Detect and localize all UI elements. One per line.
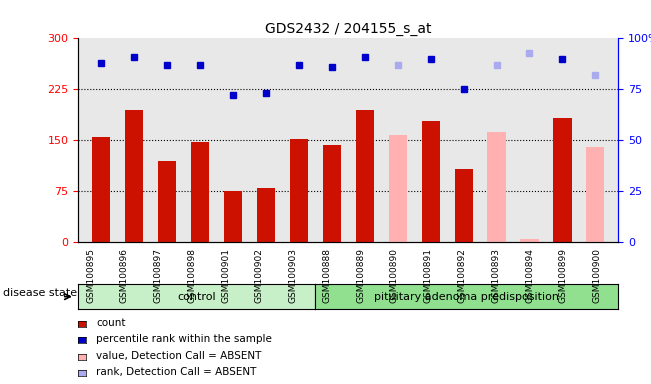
Bar xyxy=(125,110,143,242)
Bar xyxy=(290,139,308,242)
Bar xyxy=(587,147,604,242)
Text: GSM100891: GSM100891 xyxy=(424,248,433,303)
Text: percentile rank within the sample: percentile rank within the sample xyxy=(96,334,272,344)
Text: GSM100899: GSM100899 xyxy=(559,248,568,303)
Bar xyxy=(520,238,538,242)
Text: GSM100888: GSM100888 xyxy=(322,248,331,303)
Bar xyxy=(454,169,473,242)
Text: GSM100900: GSM100900 xyxy=(592,248,602,303)
Bar xyxy=(389,136,407,242)
Text: disease state: disease state xyxy=(3,288,77,298)
Text: GSM100892: GSM100892 xyxy=(458,248,467,303)
Text: GSM100893: GSM100893 xyxy=(492,248,500,303)
Text: GSM100894: GSM100894 xyxy=(525,248,534,303)
Text: GSM100902: GSM100902 xyxy=(255,248,264,303)
Text: GSM100895: GSM100895 xyxy=(86,248,95,303)
Text: count: count xyxy=(96,318,126,328)
Text: GSM100890: GSM100890 xyxy=(390,248,399,303)
Bar xyxy=(422,121,439,242)
Bar xyxy=(323,145,341,242)
Bar xyxy=(191,142,209,242)
Text: rank, Detection Call = ABSENT: rank, Detection Call = ABSENT xyxy=(96,367,256,377)
Bar xyxy=(224,191,242,242)
Text: GSM100896: GSM100896 xyxy=(120,248,129,303)
Bar xyxy=(355,110,374,242)
Bar xyxy=(488,132,506,242)
Text: GSM100898: GSM100898 xyxy=(187,248,197,303)
Bar xyxy=(257,188,275,242)
Bar xyxy=(553,118,572,242)
Text: GSM100889: GSM100889 xyxy=(356,248,365,303)
Text: GSM100903: GSM100903 xyxy=(288,248,298,303)
Text: pituitary adenoma predisposition: pituitary adenoma predisposition xyxy=(374,291,559,302)
Bar xyxy=(92,137,110,242)
Bar xyxy=(158,161,176,242)
Text: GSM100897: GSM100897 xyxy=(154,248,163,303)
Text: control: control xyxy=(177,291,215,302)
Text: value, Detection Call = ABSENT: value, Detection Call = ABSENT xyxy=(96,351,262,361)
Text: GSM100901: GSM100901 xyxy=(221,248,230,303)
Title: GDS2432 / 204155_s_at: GDS2432 / 204155_s_at xyxy=(265,22,432,36)
